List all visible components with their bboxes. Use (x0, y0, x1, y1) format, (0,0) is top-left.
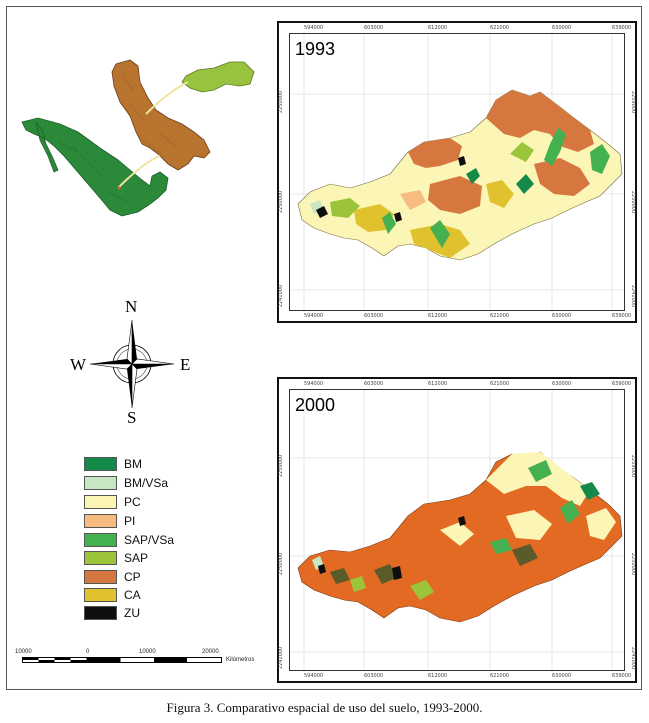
x-tick-bottom: 612000 (428, 673, 448, 679)
x-tick-bottom: 630000 (552, 673, 572, 679)
x-tick-top: 612000 (428, 381, 448, 387)
y-tick-left: 2259000 (278, 454, 285, 478)
municipality-inset-map (181, 61, 255, 93)
map-1993-year-label: 1993 (295, 39, 336, 59)
map-1993-frame: 1993 (289, 33, 625, 311)
scale-label: 10000 (139, 649, 156, 655)
x-tick-bottom: 639000 (612, 313, 632, 319)
x-tick-bottom: 603000 (364, 673, 384, 679)
x-tick-bottom: 612000 (428, 313, 448, 319)
legend-label: PI (124, 514, 136, 528)
map-2000-year-label: 2000 (295, 395, 336, 415)
scale-label: 20000 (202, 649, 219, 655)
y-tick-right: 2250000 (629, 190, 636, 214)
legend-swatch (84, 495, 117, 509)
legend-swatch (84, 457, 117, 471)
legend-swatch (84, 514, 117, 528)
x-tick-bottom: 621000 (490, 313, 510, 319)
x-tick-top: 630000 (552, 25, 572, 31)
legend-swatch (84, 551, 117, 565)
x-tick-top: 603000 (364, 25, 384, 31)
y-tick-left: 2241000 (278, 646, 285, 670)
figure-caption: Figura 3. Comparativo espacial de uso de… (166, 700, 483, 715)
map-2000-panel: 2000 594000 603000 612000 621000 630000 … (277, 377, 637, 683)
legend-label: BM/VSa (124, 476, 169, 490)
y-tick-left: 2250000 (278, 90, 285, 114)
scale-bar (22, 657, 222, 663)
x-tick-top: 603000 (364, 381, 384, 387)
map-1993-panel: 1993 594000 603000 612000 621000 630000 … (277, 21, 637, 323)
y-tick-right: 2241000 (629, 284, 636, 308)
y-tick-left: 2250000 (278, 552, 285, 576)
y-tick-right: 2259000 (629, 454, 636, 478)
locator-inset (21, 59, 255, 217)
legend-swatch (84, 533, 117, 547)
y-tick-left: 2241000 (278, 284, 285, 308)
legend-label: SAP (124, 551, 149, 565)
x-tick-bottom: 594000 (304, 673, 324, 679)
x-tick-top: 594000 (304, 381, 324, 387)
x-tick-bottom: 594000 (304, 313, 324, 319)
legend-label: CP (124, 570, 141, 584)
compass-south-label: S (127, 408, 137, 427)
x-tick-top: 621000 (490, 381, 510, 387)
y-tick-right: 2241000 (629, 646, 636, 670)
x-tick-top: 621000 (490, 25, 510, 31)
legend-swatch (84, 588, 117, 602)
compass-rose-icon (89, 319, 175, 409)
x-tick-top: 639000 (612, 25, 632, 31)
x-tick-top: 612000 (428, 25, 448, 31)
x-tick-top: 594000 (304, 25, 324, 31)
x-tick-top: 639000 (612, 381, 632, 387)
x-tick-bottom: 621000 (490, 673, 510, 679)
scale-label: 10000 (15, 649, 32, 655)
x-tick-bottom: 639000 (612, 673, 632, 679)
x-tick-bottom: 603000 (364, 313, 384, 319)
legend-label: PC (124, 495, 141, 509)
x-tick-bottom: 630000 (552, 313, 572, 319)
scale-label: 0 (86, 649, 90, 655)
map-2000-frame: 2000 (289, 389, 625, 671)
legend-label: ZU (124, 606, 140, 620)
legend-label: SAP/VSa (124, 533, 175, 547)
legend-swatch (84, 570, 117, 584)
legend-label: BM (124, 457, 142, 471)
compass-north-label: N (125, 297, 138, 316)
y-tick-right: 2259000 (629, 90, 636, 114)
scale-unit-label: Kilómetros (226, 657, 255, 663)
compass-east-label: E (180, 355, 191, 374)
state-region-map (111, 59, 211, 171)
compass-west-label: W (70, 355, 87, 374)
legend-swatch (84, 476, 117, 490)
y-tick-left: 2250000 (278, 190, 285, 214)
y-tick-right: 2250000 (629, 552, 636, 576)
legend-swatch (84, 606, 117, 620)
legend-label: CA (124, 588, 141, 602)
x-tick-top: 630000 (552, 381, 572, 387)
